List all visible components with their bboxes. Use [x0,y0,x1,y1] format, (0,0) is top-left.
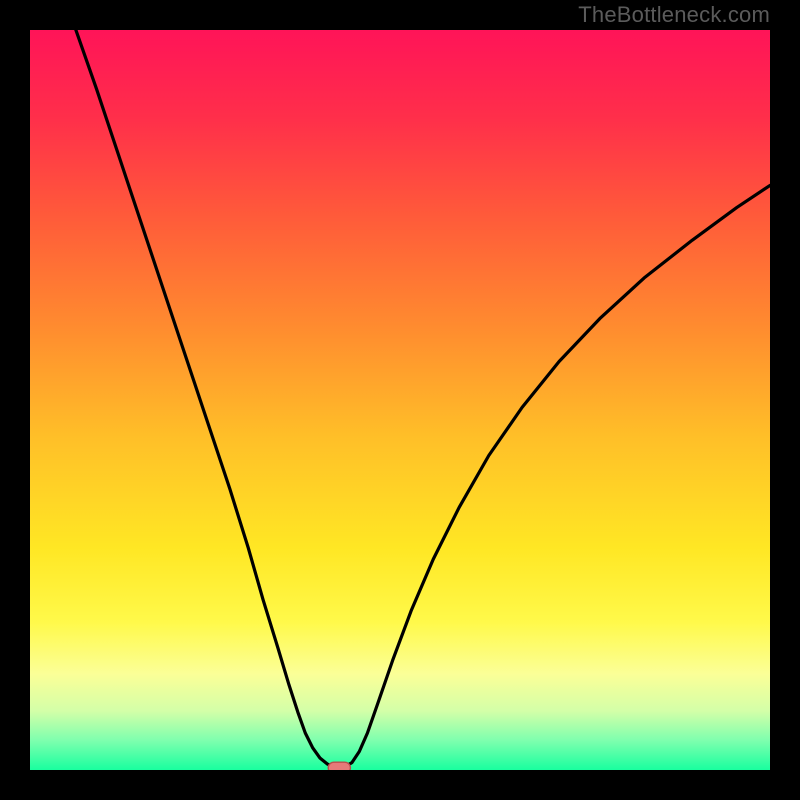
bottleneck-curve-chart [30,30,770,770]
gradient-background [30,30,770,770]
watermark-text: TheBottleneck.com [578,2,770,28]
chart-frame: TheBottleneck.com [0,0,800,800]
plot-area [30,30,770,770]
minimum-marker [328,762,350,770]
